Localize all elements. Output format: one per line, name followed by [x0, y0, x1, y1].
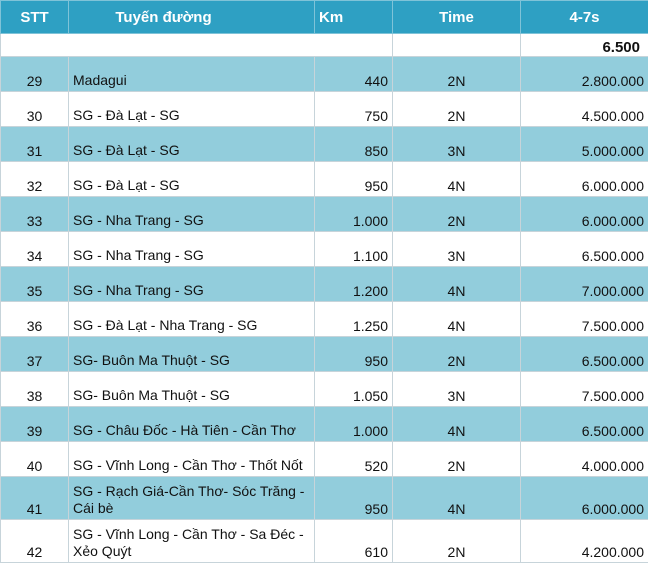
route-cell[interactable]: SG - Nha Trang - SG: [69, 197, 315, 232]
time-cell[interactable]: 4N: [393, 302, 521, 337]
stt-cell[interactable]: 31: [1, 127, 69, 162]
summary-row: 6.500: [1, 34, 648, 57]
route-cell[interactable]: SG - Đà Lạt - SG: [69, 92, 315, 127]
price-cell[interactable]: 4.000.000: [521, 442, 648, 477]
time-cell[interactable]: 2N: [393, 442, 521, 477]
stt-cell[interactable]: 32: [1, 162, 69, 197]
price-cell[interactable]: 6.000.000: [521, 477, 648, 520]
price-cell[interactable]: 4.500.000: [521, 92, 648, 127]
header-km[interactable]: Km: [315, 1, 393, 34]
price-cell[interactable]: 6.500.000: [521, 337, 648, 372]
route-cell[interactable]: SG - Rạch Giá-Cần Thơ- Sóc Trăng - Cái b…: [69, 477, 315, 520]
stt-cell[interactable]: 29: [1, 57, 69, 92]
route-cell[interactable]: SG - Vĩnh Long - Cần Thơ - Thốt Nốt: [69, 442, 315, 477]
km-cell[interactable]: 1.000: [315, 407, 393, 442]
price-cell[interactable]: 6.000.000: [521, 162, 648, 197]
km-cell[interactable]: 440: [315, 57, 393, 92]
time-cell[interactable]: 4N: [393, 407, 521, 442]
km-cell[interactable]: 850: [315, 127, 393, 162]
km-cell[interactable]: 1.100: [315, 232, 393, 267]
price-cell[interactable]: 6.000.000: [521, 197, 648, 232]
stt-cell[interactable]: 41: [1, 477, 69, 520]
time-cell[interactable]: 2N: [393, 197, 521, 232]
time-cell[interactable]: 2N: [393, 57, 521, 92]
header-price[interactable]: 4-7s: [521, 1, 648, 34]
price-cell[interactable]: 2.800.000: [521, 57, 648, 92]
km-cell[interactable]: 1.200: [315, 267, 393, 302]
route-cell[interactable]: SG - Đà Lạt - SG: [69, 127, 315, 162]
header-stt[interactable]: STT: [1, 1, 69, 34]
stt-cell[interactable]: 38: [1, 372, 69, 407]
stt-cell[interactable]: 36: [1, 302, 69, 337]
price-cell[interactable]: 6.500.000: [521, 407, 648, 442]
route-cell[interactable]: SG - Đà Lạt - Nha Trang - SG: [69, 302, 315, 337]
stt-cell[interactable]: 30: [1, 92, 69, 127]
time-cell[interactable]: 3N: [393, 127, 521, 162]
time-cell[interactable]: 2N: [393, 337, 521, 372]
price-cell[interactable]: 7.500.000: [521, 372, 648, 407]
km-cell[interactable]: 750: [315, 92, 393, 127]
time-cell[interactable]: 4N: [393, 162, 521, 197]
stt-cell[interactable]: 34: [1, 232, 69, 267]
price-cell[interactable]: 5.000.000: [521, 127, 648, 162]
time-cell[interactable]: 3N: [393, 232, 521, 267]
time-cell[interactable]: 4N: [393, 267, 521, 302]
stt-cell[interactable]: 37: [1, 337, 69, 372]
header-route[interactable]: Tuyến đường: [69, 1, 315, 34]
route-cell[interactable]: SG- Buôn Ma Thuột - SG: [69, 372, 315, 407]
stt-cell[interactable]: 42: [1, 520, 69, 563]
price-cell[interactable]: 7.500.000: [521, 302, 648, 337]
summary-empty-cell[interactable]: [1, 34, 393, 57]
route-cell[interactable]: SG - Đà Lạt - SG: [69, 162, 315, 197]
route-cell[interactable]: SG- Buôn Ma Thuột - SG: [69, 337, 315, 372]
km-cell[interactable]: 1.250: [315, 302, 393, 337]
price-cell[interactable]: 7.000.000: [521, 267, 648, 302]
route-cell[interactable]: SG - Châu Đốc - Hà Tiên - Cần Thơ: [69, 407, 315, 442]
stt-cell[interactable]: 35: [1, 267, 69, 302]
time-cell[interactable]: 2N: [393, 520, 521, 563]
route-cell[interactable]: SG - Vĩnh Long - Cần Thơ - Sa Đéc - Xẻo …: [69, 520, 315, 563]
route-cell[interactable]: SG - Nha Trang - SG: [69, 267, 315, 302]
summary-value-cell[interactable]: 6.500: [521, 34, 648, 57]
route-cell[interactable]: Madagui: [69, 57, 315, 92]
km-cell[interactable]: 950: [315, 477, 393, 520]
price-cell[interactable]: 4.200.000: [521, 520, 648, 563]
price-cell[interactable]: 6.500.000: [521, 232, 648, 267]
route-cell[interactable]: SG - Nha Trang - SG: [69, 232, 315, 267]
header-time[interactable]: Time: [393, 1, 521, 34]
stt-cell[interactable]: 40: [1, 442, 69, 477]
km-cell[interactable]: 950: [315, 162, 393, 197]
summary-time-cell[interactable]: [393, 34, 521, 57]
km-cell[interactable]: 610: [315, 520, 393, 563]
stt-cell[interactable]: 39: [1, 407, 69, 442]
km-cell[interactable]: 1.000: [315, 197, 393, 232]
km-cell[interactable]: 950: [315, 337, 393, 372]
header-row: STT Tuyến đường Km Time 4-7s: [1, 1, 648, 34]
time-cell[interactable]: 4N: [393, 477, 521, 520]
time-cell[interactable]: 2N: [393, 92, 521, 127]
km-cell[interactable]: 1.050: [315, 372, 393, 407]
km-cell[interactable]: 520: [315, 442, 393, 477]
time-cell[interactable]: 3N: [393, 372, 521, 407]
stt-cell[interactable]: 33: [1, 197, 69, 232]
